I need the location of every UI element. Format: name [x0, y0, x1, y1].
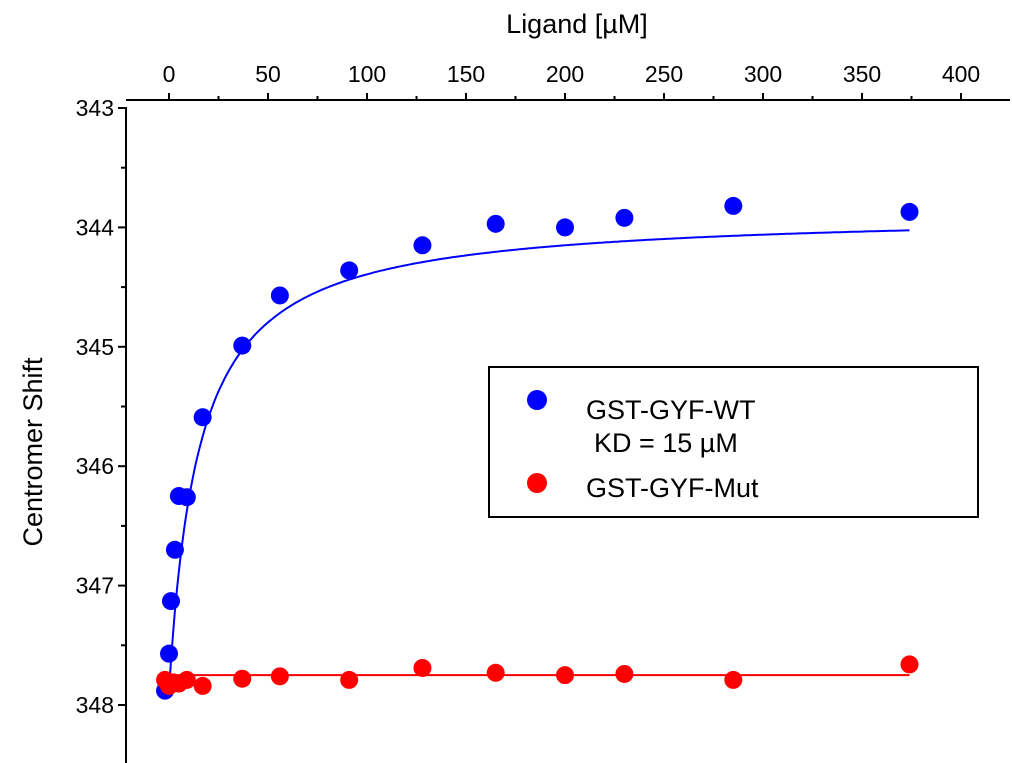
y-tick-label: 348 [76, 692, 114, 718]
mut-data-point [193, 676, 212, 695]
legend-label-wt: GST-GYF-WT [586, 395, 755, 425]
wt-data-point [177, 488, 196, 507]
wt-data-point [900, 202, 919, 221]
mut-data-point [177, 670, 196, 689]
wt-data-point [165, 540, 184, 559]
axes: 0 50 100 150 200 250 300 350 400 343 344 345 346 347… [76, 61, 1010, 763]
data-points [156, 196, 919, 700]
legend-label-mut: GST-GYF-Mut [586, 473, 759, 503]
y-tick-label: 347 [76, 573, 114, 599]
x-tick-label: 0 [163, 61, 176, 87]
y-tick-label: 344 [76, 214, 115, 240]
mut-data-point [724, 670, 743, 689]
x-tick-label: 100 [348, 61, 386, 87]
legend-box [488, 366, 979, 518]
wt-data-point [556, 218, 574, 237]
y-ticks: 343 344 345 346 347 348 [76, 95, 126, 718]
wt-data-point [161, 592, 180, 611]
x-tick-label: 350 [843, 61, 881, 87]
x-tick-label: 300 [744, 61, 782, 87]
mut-data-point [556, 666, 574, 685]
y-tick-label: 346 [76, 453, 114, 479]
wt-data-point [160, 644, 178, 663]
wt-data-point [233, 336, 252, 355]
x-tick-label: 200 [546, 61, 584, 87]
fit-curves [165, 229, 910, 692]
mut-data-point [270, 667, 289, 686]
fit-curve-0 [165, 229, 910, 692]
y-tick-label: 345 [76, 334, 114, 360]
wt-data-point [615, 208, 634, 227]
x-tick-label: 150 [447, 61, 485, 87]
mut-data-point [340, 670, 359, 689]
wt-data-point [270, 286, 289, 305]
wt-data-point [193, 408, 212, 427]
legend-marker-mut [527, 473, 547, 493]
x-axis-title: Ligand [µM] [506, 9, 648, 39]
x-ticks: 0 50 100 150 200 250 300 350 400 [163, 61, 980, 100]
x-tick-label: 250 [645, 61, 683, 87]
wt-data-point [413, 236, 432, 255]
y-axis-title: Centromer Shift [18, 357, 48, 547]
x-tick-label: 400 [942, 61, 980, 87]
mut-data-point [233, 669, 252, 688]
wt-data-point [486, 214, 505, 233]
legend-kd-annotation: KD = 15 µM [594, 428, 738, 458]
mut-data-point [413, 658, 432, 677]
wt-data-point [724, 196, 743, 215]
mut-data-point [486, 663, 505, 682]
legend: GST-GYF-WT KD = 15 µM GST-GYF-Mut [488, 366, 979, 518]
legend-marker-wt [527, 390, 547, 410]
y-tick-label: 343 [76, 95, 114, 121]
mut-data-point [615, 664, 634, 683]
wt-data-point [340, 261, 359, 280]
mut-data-point [900, 655, 919, 674]
x-tick-label: 50 [255, 61, 281, 87]
